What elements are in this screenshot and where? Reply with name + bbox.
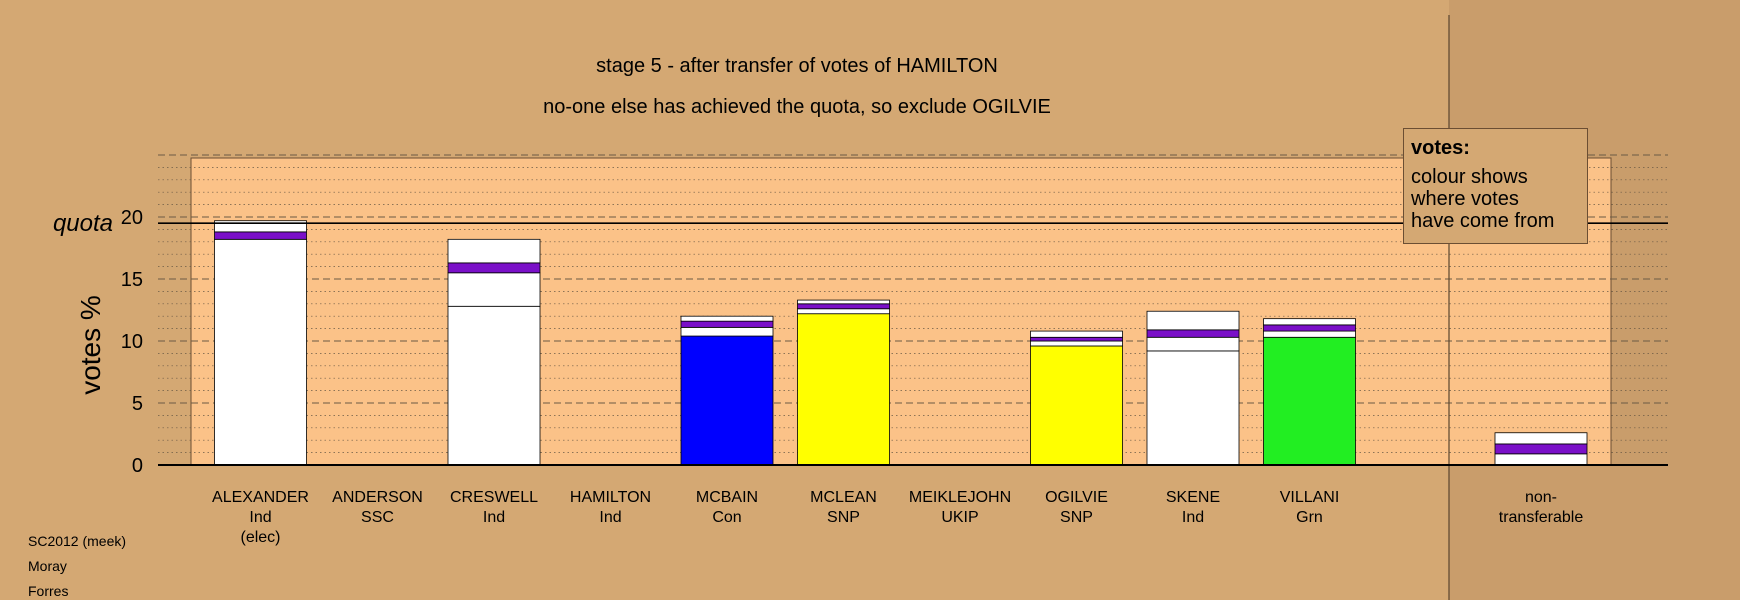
chart-subtitle: no-one else has achieved the quota, so e… [543, 96, 1051, 118]
candidate-name: OGILVIE [1045, 489, 1108, 506]
legend: votes: colour shows where votes have com… [1403, 128, 1588, 244]
bar-segment [797, 308, 890, 315]
bar-segment [1494, 453, 1588, 466]
y-tick-label: 0 [132, 455, 143, 477]
bar-segment [1146, 310, 1240, 331]
bar-segment [797, 303, 890, 310]
bar-segment [1146, 350, 1240, 466]
candidate-name: HAMILTON [570, 489, 651, 506]
bar-non [1494, 432, 1588, 466]
bars [214, 220, 1588, 466]
bar-segment [447, 262, 541, 274]
y-tick-label: 15 [121, 269, 143, 291]
bar-segment [1263, 324, 1356, 332]
bar-segment [447, 305, 541, 466]
candidate-party: transferable [1499, 509, 1584, 526]
bar-villani [1263, 318, 1356, 466]
bar-segment [1494, 443, 1588, 455]
y-axis-label: votes % [75, 295, 106, 395]
candidate-party: Ind [1182, 509, 1204, 526]
bar-segment [797, 299, 890, 305]
bar-segment [447, 272, 541, 307]
candidate-party: Con [712, 509, 741, 526]
candidate-note: (elec) [240, 529, 280, 546]
bar-segment [214, 231, 307, 240]
y-axis-ticks: 0 5 10 15 20 [121, 207, 143, 477]
footer-council: Moray [28, 558, 67, 574]
bar-skene [1146, 310, 1240, 466]
bar-segment [447, 238, 541, 264]
candidate-name: VILLANI [1280, 489, 1340, 506]
bar-alexander [214, 220, 307, 466]
bar-segment [680, 335, 774, 466]
bar-segment [214, 220, 307, 233]
legend-title: votes: [1411, 137, 1470, 159]
bar-segment [1263, 330, 1356, 338]
bar-segment [1146, 329, 1240, 338]
candidate-party: SNP [1060, 509, 1093, 526]
bar-segment [680, 315, 774, 322]
bar-mclean [797, 299, 890, 466]
bar-segment [1030, 340, 1123, 347]
bar-segment [1030, 345, 1123, 466]
bar-mcbain [680, 315, 774, 466]
bar-segment [1263, 318, 1356, 326]
bar-segment [1146, 336, 1240, 352]
candidate-party: SSC [361, 509, 394, 526]
candidate-name: ANDERSON [332, 489, 423, 506]
candidate-party: Ind [599, 509, 621, 526]
candidate-name: ALEXANDER [212, 489, 309, 506]
bar-segment [1494, 432, 1588, 445]
x-axis-labels: ALEXANDER Ind (elec) ANDERSON SSC CRESWELL Ind… [212, 489, 1583, 546]
candidate-party: SNP [827, 509, 860, 526]
chart-title: stage 5 - after transfer of votes of HAM… [596, 55, 998, 77]
y-tick-label: 20 [121, 207, 143, 229]
quota-label: quota [53, 210, 113, 237]
candidate-name: MEIKLEJOHN [909, 489, 1011, 506]
footer-ward: Forres [28, 583, 69, 599]
bar-segment [1263, 336, 1356, 466]
candidate-party: UKIP [941, 509, 978, 526]
bar-segment [797, 313, 890, 466]
footer-system: SC2012 (meek) [28, 533, 127, 549]
plot-area [190, 157, 1612, 466]
candidate-name: CRESWELL [450, 489, 538, 506]
y-tick-label: 10 [121, 331, 143, 353]
bar-segment [1030, 336, 1123, 342]
candidate-name: SKENE [1166, 489, 1220, 506]
y-tick-label: 5 [132, 393, 143, 415]
bar-creswell [447, 238, 541, 466]
bar-segment [1030, 330, 1123, 338]
candidate-name: MCBAIN [696, 489, 758, 506]
candidate-name: non- [1525, 489, 1557, 506]
bar-ogilvie [1030, 330, 1123, 466]
candidate-name: MCLEAN [810, 489, 877, 506]
candidate-party: Grn [1296, 509, 1323, 526]
legend-body: colour shows where votes have come from [1411, 166, 1555, 232]
bar-segment [680, 326, 774, 337]
bar-segment [214, 238, 307, 466]
candidate-party: Ind [249, 509, 271, 526]
candidate-party: Ind [483, 509, 505, 526]
bar-segment [680, 320, 774, 328]
